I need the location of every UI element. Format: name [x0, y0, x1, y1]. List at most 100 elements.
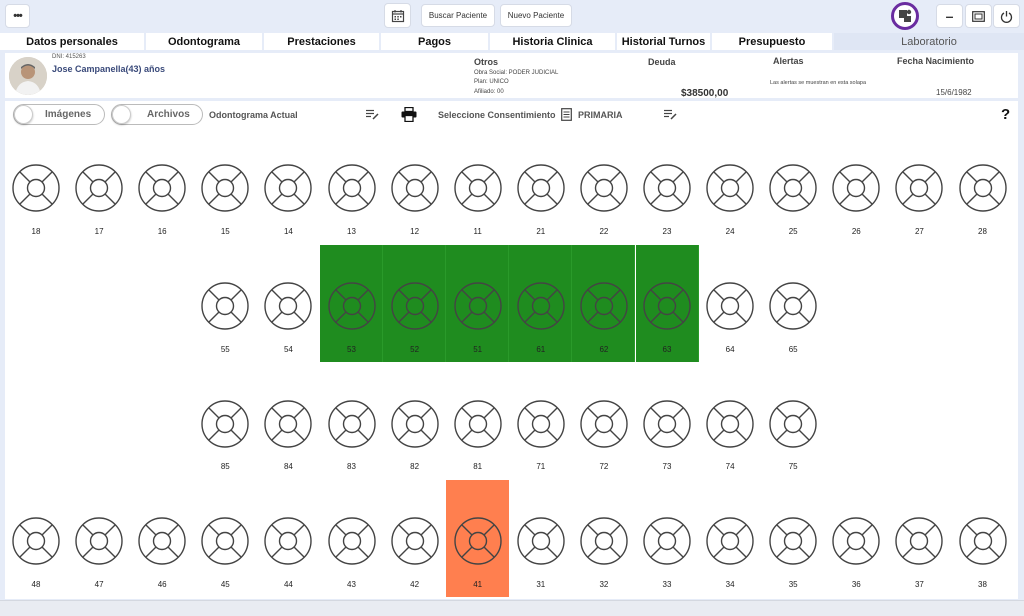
archivos-label: Archivos: [147, 109, 190, 120]
tooth-51[interactable]: [453, 281, 503, 331]
tooth-28[interactable]: [958, 163, 1008, 213]
tooth-44[interactable]: [263, 516, 313, 566]
tooth-74[interactable]: [705, 399, 755, 449]
tooth-65[interactable]: [768, 281, 818, 331]
tooth-84[interactable]: [263, 399, 313, 449]
tooth-43[interactable]: [327, 516, 377, 566]
tooth-83[interactable]: [327, 399, 377, 449]
edit-list-icon[interactable]: [664, 109, 677, 120]
tooth-75[interactable]: [768, 399, 818, 449]
tooth-55[interactable]: [200, 281, 250, 331]
tab-laboratorio[interactable]: Laboratorio: [834, 33, 1024, 50]
tooth-81[interactable]: [453, 399, 503, 449]
tooth-number: 42: [410, 580, 420, 589]
tooth-54[interactable]: [263, 281, 313, 331]
tooth-61[interactable]: [516, 281, 566, 331]
tooth-38[interactable]: [958, 516, 1008, 566]
tooth-63[interactable]: [642, 281, 692, 331]
tooth-11[interactable]: [453, 163, 503, 213]
window-button[interactable]: [965, 4, 992, 28]
tooth-25[interactable]: [768, 163, 818, 213]
tab-historial-turnos[interactable]: Historial Turnos: [617, 33, 710, 50]
tooth-18[interactable]: [11, 163, 61, 213]
tooth-27[interactable]: [894, 163, 944, 213]
tooth-number: 45: [220, 580, 230, 589]
tooth-32[interactable]: [579, 516, 629, 566]
tab-prestaciones[interactable]: Prestaciones: [264, 33, 379, 50]
buscar-paciente-button[interactable]: Buscar Paciente: [421, 4, 495, 27]
tooth-52[interactable]: [390, 281, 440, 331]
tooth-13[interactable]: [327, 163, 377, 213]
tab-odontograma[interactable]: Odontograma: [146, 33, 262, 50]
tooth-64[interactable]: [705, 281, 755, 331]
tooth-number: 72: [599, 462, 609, 471]
power-button[interactable]: [993, 4, 1020, 28]
tooth-number: 63: [662, 345, 672, 354]
tooth-46[interactable]: [137, 516, 187, 566]
tab-presupuesto[interactable]: Presupuesto: [712, 33, 832, 50]
tooth-37[interactable]: [894, 516, 944, 566]
minimize-button[interactable]: –: [936, 4, 963, 28]
tooth-41[interactable]: [453, 516, 503, 566]
menu-button[interactable]: •••: [5, 4, 30, 28]
toggle-knob: [112, 105, 131, 124]
tooth-35[interactable]: [768, 516, 818, 566]
tooth-72[interactable]: [579, 399, 629, 449]
tab-pagos[interactable]: Pagos: [381, 33, 488, 50]
tooth-number: 61: [536, 345, 546, 354]
odontograma-actual-label: Odontograma Actual: [209, 110, 298, 120]
tooth-73[interactable]: [642, 399, 692, 449]
document-icon[interactable]: [561, 108, 572, 121]
tooth-number: 37: [914, 580, 924, 589]
tooth-48[interactable]: [11, 516, 61, 566]
tooth-22[interactable]: [579, 163, 629, 213]
fecha-nacimiento-value: 15/6/1982: [936, 88, 972, 97]
tooth-15[interactable]: [200, 163, 250, 213]
tooth-number: 83: [347, 462, 356, 471]
help-button[interactable]: ?: [1001, 106, 1011, 123]
tooth-34[interactable]: [705, 516, 755, 566]
primaria-label[interactable]: PRIMARIA: [578, 110, 623, 120]
tooth-82[interactable]: [390, 399, 440, 449]
tooth-53[interactable]: [327, 281, 377, 331]
tab-historia-clinica[interactable]: Historia Clinica: [490, 33, 615, 50]
tooth-47[interactable]: [74, 516, 124, 566]
tooth-number: 54: [283, 345, 293, 354]
tooth-number: 24: [725, 227, 735, 236]
tooth-logo-icon: [899, 9, 912, 22]
tooth-33[interactable]: [642, 516, 692, 566]
tooth-24[interactable]: [705, 163, 755, 213]
tooth-number: 47: [94, 580, 104, 589]
tooth-number: 23: [662, 227, 672, 236]
tooth-85[interactable]: [200, 399, 250, 449]
tooth-26[interactable]: [831, 163, 881, 213]
nuevo-paciente-button[interactable]: Nuevo Paciente: [500, 4, 572, 27]
tooth-number: 44: [283, 580, 293, 589]
app-logo-button[interactable]: [891, 2, 919, 30]
tooth-23[interactable]: [642, 163, 692, 213]
print-icon[interactable]: [401, 107, 417, 122]
tooth-16[interactable]: [137, 163, 187, 213]
tooth-number: 84: [283, 462, 293, 471]
tooth-71[interactable]: [516, 399, 566, 449]
tooth-21[interactable]: [516, 163, 566, 213]
tooth-12[interactable]: [390, 163, 440, 213]
tooth-62[interactable]: [579, 281, 629, 331]
tooth-36[interactable]: [831, 516, 881, 566]
tooth-number: 13: [347, 227, 356, 236]
edit-list-icon[interactable]: [366, 109, 379, 120]
tooth-number: 74: [725, 462, 735, 471]
tab-datos-personales[interactable]: Datos personales: [0, 33, 144, 50]
tooth-number: 14: [283, 227, 293, 236]
tooth-42[interactable]: [390, 516, 440, 566]
tooth-14[interactable]: [263, 163, 313, 213]
tooth-17[interactable]: [74, 163, 124, 213]
calendar-button[interactable]: [384, 3, 411, 28]
archivos-toggle[interactable]: Archivos: [111, 104, 203, 125]
imagenes-toggle[interactable]: Imágenes: [13, 104, 105, 125]
tooth-number: 31: [536, 580, 546, 589]
tooth-number: 65: [788, 345, 798, 354]
tooth-number: 81: [473, 462, 483, 471]
tooth-45[interactable]: [200, 516, 250, 566]
tooth-31[interactable]: [516, 516, 566, 566]
